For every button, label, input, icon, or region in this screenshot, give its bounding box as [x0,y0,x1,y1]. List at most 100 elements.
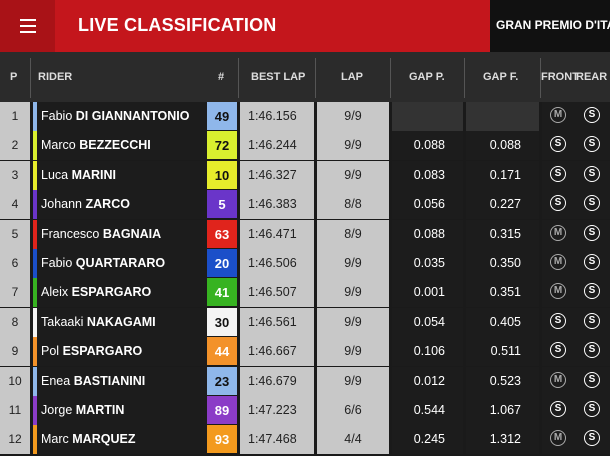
lap-cell: 8/9 [317,219,389,249]
table-row[interactable]: 4 Johann ZARCO 5 1:46.383 8/8 0.056 0.22… [0,190,610,220]
tyres-cell: M S [542,219,610,249]
rider-last-name: BASTIANINI [73,373,146,388]
rider-number: 72 [207,131,237,160]
rider-cell: Johann ZARCO [33,190,207,220]
table-row[interactable]: 1 Fabio DI GIANNANTONIO 49 1:46.156 9/9 … [0,102,610,131]
best-lap-cell: 1:46.507 [240,278,314,308]
rider-cell: Pol ESPARGARO [33,337,207,367]
table-row[interactable]: 7 Aleix ESPARGARO 41 1:46.507 9/9 0.001 … [0,278,610,308]
team-color-bar [33,307,37,337]
team-color-bar [33,337,37,367]
position-cell: 2 [0,131,30,161]
col-number: # [218,71,225,83]
position-cell: 10 [0,366,30,396]
rider-last-name: ESPARGARO [71,285,152,300]
best-lap-cell: 1:46.506 [240,249,314,278]
team-color-bar [33,249,37,278]
rider-last-name: MARTIN [75,403,125,417]
lap-cell: 9/9 [317,131,389,161]
rider-first-name: Fabio [41,109,73,123]
col-lap: LAP [341,71,363,83]
rider-first-name: Aleix [41,285,69,300]
rear-tyre-icon: S [584,283,600,300]
best-lap-cell: 1:46.327 [240,160,314,190]
col-rear: REAR [576,71,608,83]
gap-prev-cell [392,102,463,131]
rear-tyre-icon: S [584,136,600,153]
gap-prev-cell: 0.054 [392,307,463,337]
front-tyre-icon: S [550,342,566,359]
table-row[interactable]: 9 Pol ESPARGARO 44 1:46.667 9/9 0.106 0.… [0,337,610,367]
rider-first-name: Marco [41,138,76,153]
gap-first-cell [466,102,539,131]
rider-cell: Marc MARQUEZ [33,425,207,455]
gap-prev-cell: 0.088 [392,219,463,249]
rear-tyre-icon: S [584,401,600,417]
front-tyre-icon: M [550,371,566,388]
col-rider: RIDER [38,71,73,83]
front-tyre-icon: S [550,312,566,329]
table-row[interactable]: 12 Marc MARQUEZ 93 1:47.468 4/4 0.245 1.… [0,425,610,455]
tyres-cell: M S [542,366,610,396]
rider-cell: Jorge MARTIN [33,396,207,425]
team-color-bar [33,131,37,161]
team-color-bar [33,396,37,425]
gap-first-cell: 0.523 [466,366,539,396]
table-row[interactable]: 2 Marco BEZZECCHI 72 1:46.244 9/9 0.088 … [0,131,610,161]
table-row[interactable]: 3 Luca MARINI 10 1:46.327 9/9 0.083 0.17… [0,160,610,190]
team-color-bar [33,278,37,308]
lap-cell: 9/9 [317,337,389,367]
hamburger-menu-icon[interactable] [0,0,55,52]
rider-first-name: Johann [41,197,83,212]
table-row[interactable]: 8 Takaaki NAKAGAMI 30 1:46.561 9/9 0.054… [0,307,610,337]
gap-first-cell: 0.405 [466,307,539,337]
gap-first-cell: 0.088 [466,131,539,161]
gap-prev-cell: 0.088 [392,131,463,161]
rider-cell: Marco BEZZECCHI [33,131,207,161]
gap-prev-cell: 0.001 [392,278,463,308]
gap-prev-cell: 0.106 [392,337,463,367]
front-tyre-icon: M [550,430,566,447]
event-name: GRAN PREMIO D'ITAL [496,18,610,32]
rider-cell: Takaaki NAKAGAMI [33,307,207,337]
col-gap-prev: GAP P. [409,71,445,83]
rider-last-name: MARINI [71,167,117,182]
rider-name: Marc MARQUEZ [41,425,135,454]
col-gap-first: GAP F. [483,71,519,83]
rider-number: 44 [207,337,237,366]
rider-cell: Francesco BAGNAIA [33,219,207,249]
table-row[interactable]: 6 Fabio QUARTARARO 20 1:46.506 9/9 0.035… [0,249,610,278]
rider-first-name: Marc [41,432,69,447]
position-cell: 5 [0,219,30,249]
position-cell: 3 [0,160,30,190]
rider-first-name: Fabio [41,256,73,270]
rider-first-name: Luca [41,167,69,182]
table-row[interactable]: 11 Jorge MARTIN 89 1:47.223 6/6 0.544 1.… [0,396,610,425]
rider-name: Fabio QUARTARARO [41,249,165,278]
rider-number: 41 [207,278,237,307]
tyres-cell: S S [542,396,610,425]
lap-cell: 6/6 [317,396,389,425]
table-header: P RIDER # BEST LAP LAP GAP P. GAP F. FRO… [0,52,610,102]
col-best-lap: BEST LAP [251,71,306,83]
position-cell: 1 [0,102,30,131]
rider-number: 89 [207,396,237,424]
table-row[interactable]: 5 Francesco BAGNAIA 63 1:46.471 8/9 0.08… [0,219,610,249]
gap-prev-cell: 0.245 [392,425,463,455]
rider-cell: Fabio DI GIANNANTONIO [33,102,207,131]
title-bar [0,0,490,52]
position-cell: 12 [0,425,30,455]
front-tyre-icon: M [550,283,566,300]
rear-tyre-icon: S [584,342,600,359]
rider-name: Jorge MARTIN [41,396,124,425]
lap-cell: 9/9 [317,160,389,190]
rider-first-name: Jorge [41,403,73,417]
tyres-cell: S S [542,160,610,190]
page-title: LIVE CLASSIFICATION [78,15,277,35]
rider-number: 49 [207,102,237,130]
team-color-bar [33,160,37,190]
event-name-panel: GRAN PREMIO D'ITAL [490,0,610,52]
front-tyre-icon: M [550,224,566,241]
table-row[interactable]: 10 Enea BASTIANINI 23 1:46.679 9/9 0.012… [0,366,610,396]
rider-cell: Luca MARINI [33,160,207,190]
